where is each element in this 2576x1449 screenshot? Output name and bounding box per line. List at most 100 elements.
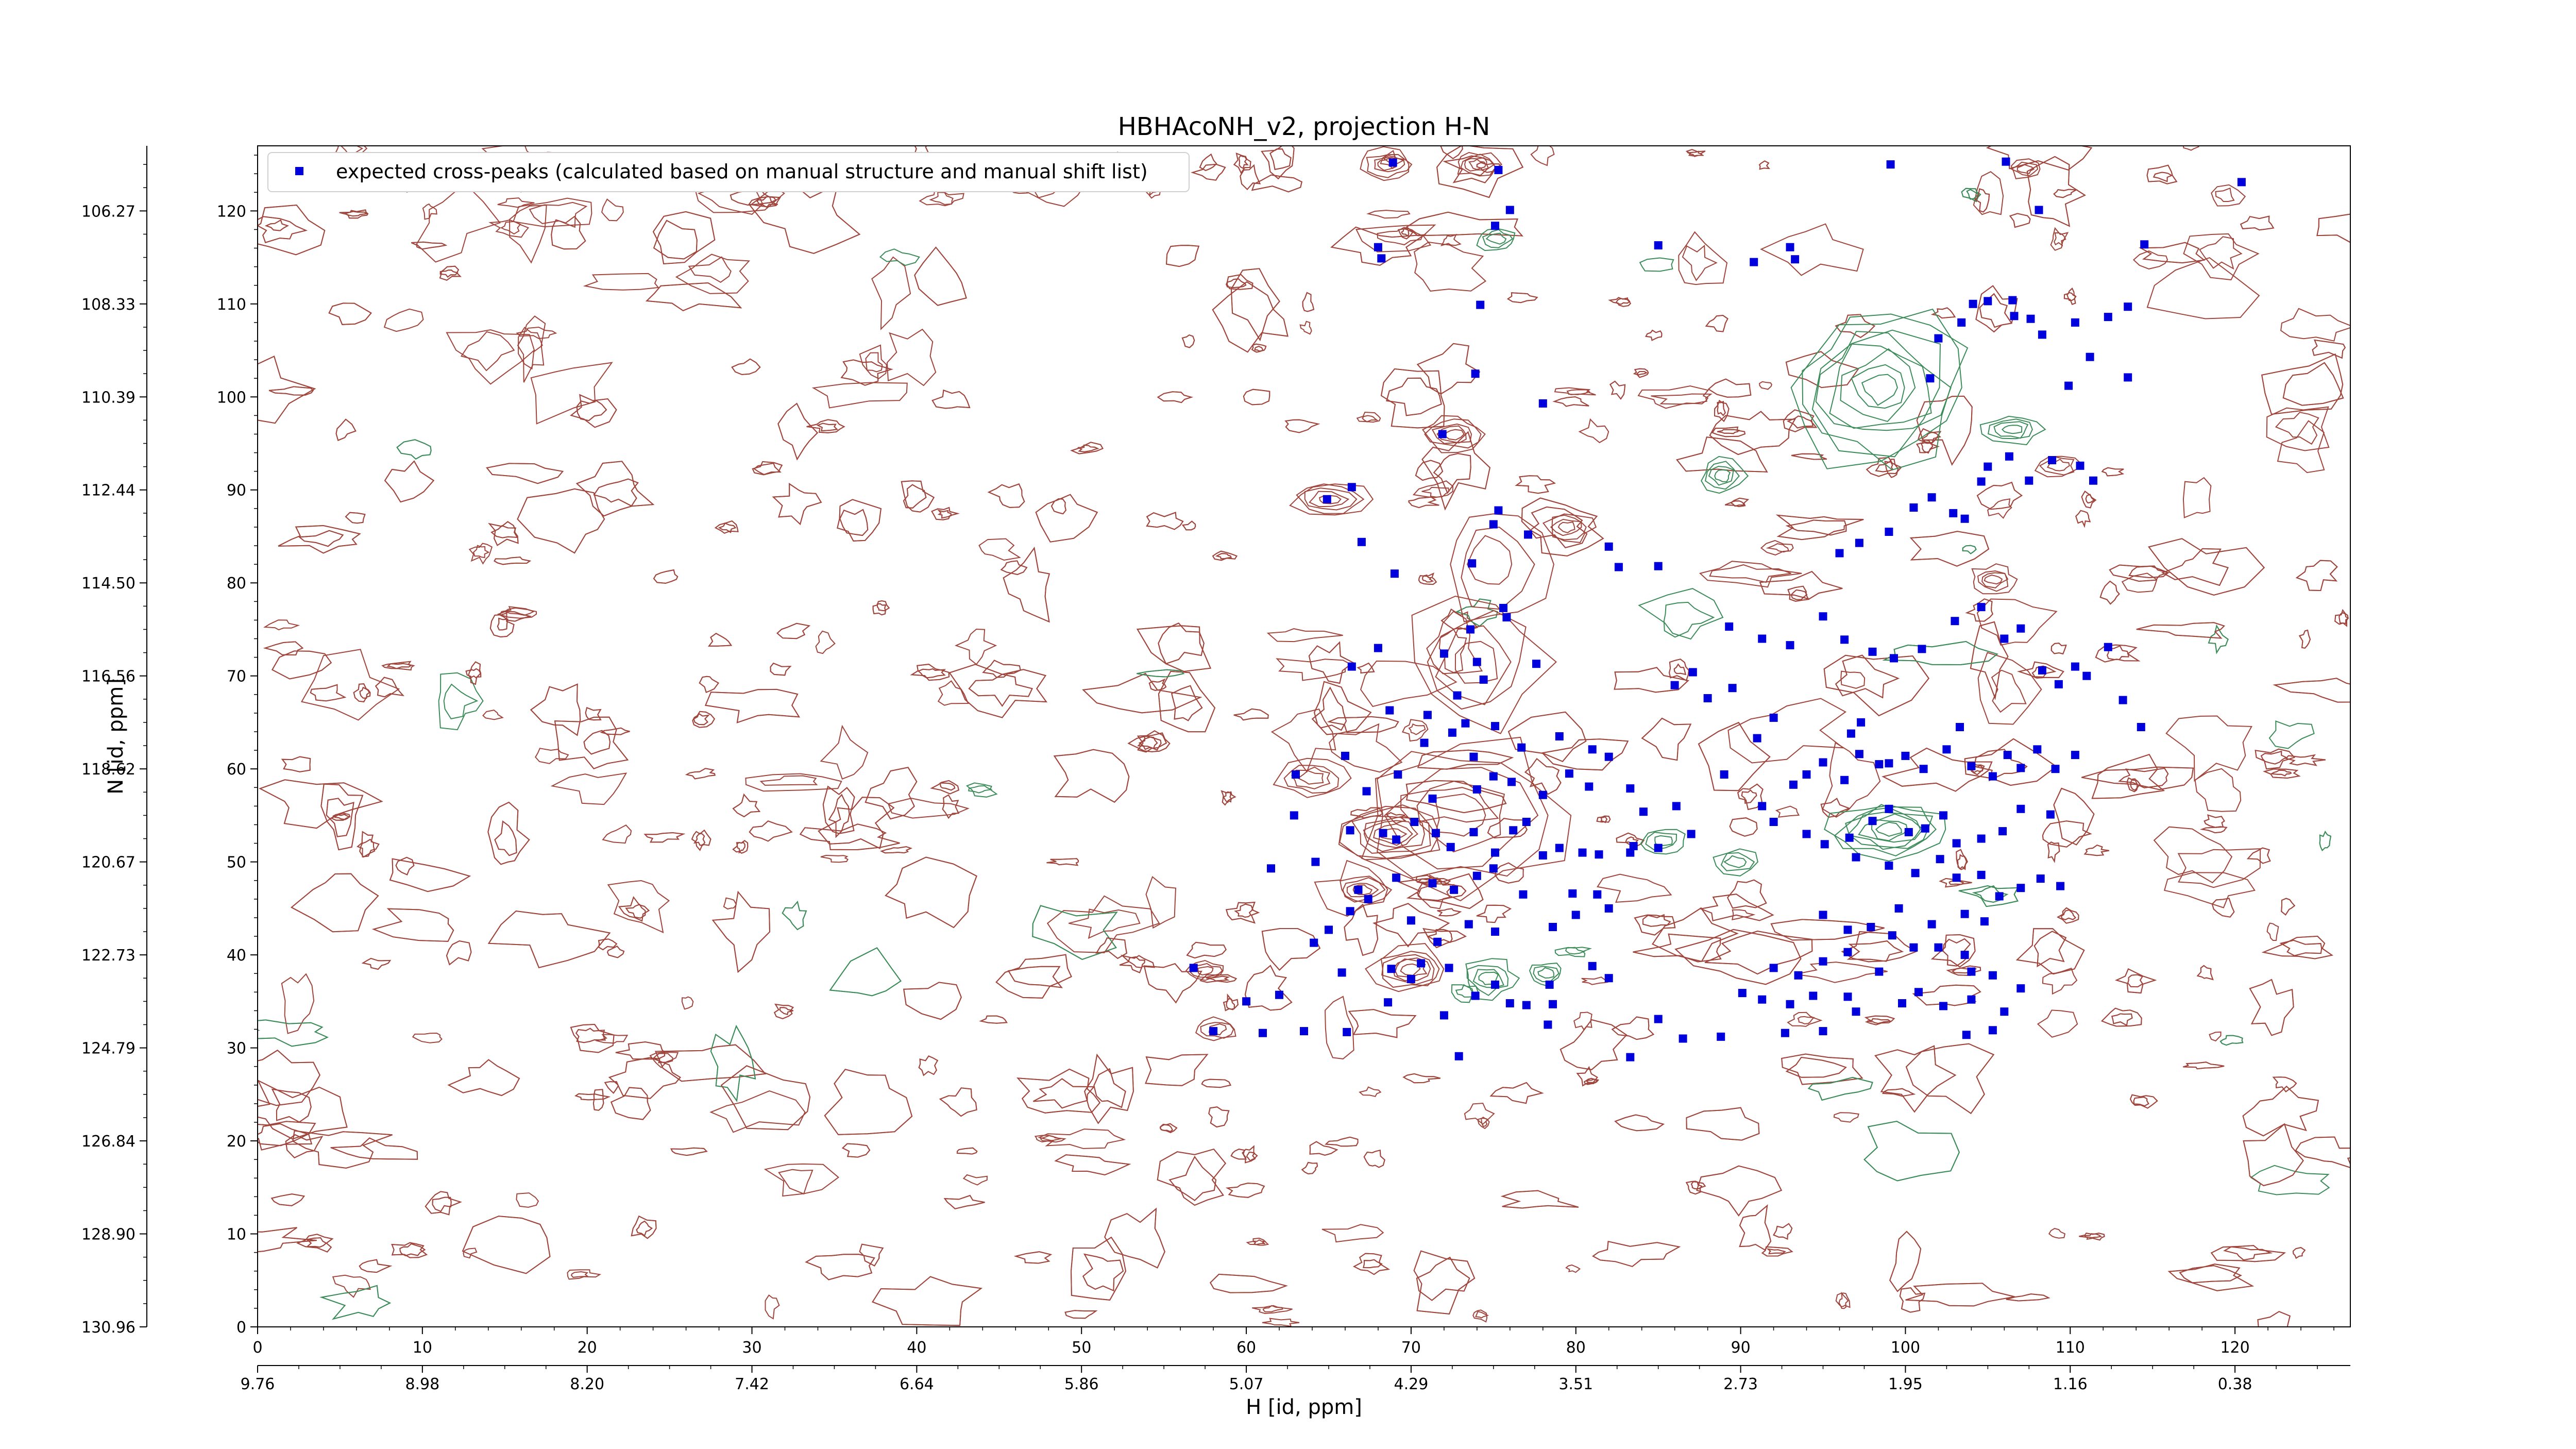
contour-line <box>1957 854 1968 870</box>
cross-peak-point <box>2025 476 2033 485</box>
cross-peak-point <box>2000 1007 2009 1016</box>
contour-line <box>670 1147 708 1156</box>
contour-line <box>646 282 742 312</box>
contour-line <box>258 356 316 424</box>
cross-peak-point <box>1189 964 1198 972</box>
cross-peak-point <box>1980 917 1989 926</box>
contour-line <box>517 488 605 554</box>
contour-line <box>987 483 1025 508</box>
contour-line <box>1416 343 1481 395</box>
cross-peak-point <box>1505 206 1514 214</box>
cross-peak-point <box>1843 992 1852 1001</box>
contour-line <box>2215 187 2235 202</box>
cross-peak-point <box>1984 462 1992 471</box>
cross-peak-point <box>1956 723 1964 731</box>
cross-peak-point <box>1479 675 1488 684</box>
contour-line <box>2129 1094 2158 1109</box>
contour-line <box>1270 709 1336 773</box>
contour-line <box>1365 942 1445 992</box>
contour-line <box>1714 469 1731 482</box>
contour-line <box>345 512 366 524</box>
contour-line <box>723 897 737 910</box>
contour-line <box>258 1019 329 1047</box>
cross-peak-point <box>2046 810 2055 819</box>
cross-peak-point <box>1820 840 1829 849</box>
contour-line <box>291 873 379 933</box>
contour-line <box>1976 598 2058 646</box>
contour-line <box>462 1216 551 1274</box>
cross-peak-point <box>2016 804 2025 813</box>
contour-line <box>512 197 592 228</box>
contour-line <box>2223 1246 2273 1261</box>
contour-line <box>486 463 564 484</box>
contour-line <box>2242 1085 2319 1137</box>
y-tick-label: 70 <box>227 668 246 686</box>
cross-peak-point <box>1491 222 1499 230</box>
contour-line <box>699 676 719 693</box>
cross-peak-point <box>2071 751 2079 760</box>
contour-line <box>820 854 849 863</box>
contour-line <box>482 710 504 720</box>
y-tick-label: 60 <box>227 761 246 779</box>
contour-line <box>1168 1156 1217 1201</box>
contour-line <box>914 246 967 306</box>
contour-line <box>332 1274 371 1298</box>
contour-line <box>918 1055 939 1076</box>
contour-line <box>1542 513 1597 543</box>
contour-line <box>1246 1151 1256 1162</box>
cross-peak-point <box>1914 988 1923 997</box>
cross-peak-point <box>1491 848 1499 857</box>
contour-line <box>263 641 304 656</box>
contour-line <box>487 801 530 865</box>
contour-line <box>1686 150 1704 157</box>
cross-peak-point <box>1406 916 1415 925</box>
contour-line <box>1566 389 1591 395</box>
cross-peak-point <box>1934 943 1943 952</box>
contour-line <box>1465 958 1520 1001</box>
contour-line <box>1261 928 1321 971</box>
contour-line <box>937 680 969 706</box>
h-ppm-tick-label: 7.42 <box>735 1375 769 1393</box>
contour-line <box>1050 498 1066 515</box>
contour-line <box>1311 686 1347 731</box>
contour-line <box>1273 757 1352 798</box>
contour-line <box>2282 362 2344 406</box>
contour-line <box>2042 967 2078 995</box>
contour-line <box>962 1174 988 1186</box>
cross-peak-point <box>1687 830 1696 838</box>
contour-line <box>1157 1148 1226 1206</box>
contour-line <box>2153 826 2233 884</box>
contour-line <box>608 1057 682 1099</box>
cross-peak-point <box>1469 828 1478 836</box>
contour-line <box>412 1032 443 1043</box>
contour-line <box>1987 498 2012 519</box>
contour-line <box>1314 860 1388 917</box>
contour-line <box>1318 495 1342 504</box>
contour-line <box>529 201 588 228</box>
contour-line <box>1145 1054 1209 1086</box>
contour-line <box>636 1220 653 1237</box>
contour-line <box>1642 914 1671 927</box>
contour-line <box>1720 852 1755 871</box>
contour-line <box>839 509 869 536</box>
cross-peak-point <box>1374 644 1382 652</box>
cross-peak-point <box>1952 839 1961 848</box>
n-ppm-tick-label: 122.73 <box>81 947 135 965</box>
h-ppm-tick-label: 1.95 <box>1888 1375 1923 1393</box>
contour-line <box>1373 823 1413 846</box>
cross-peak-point <box>1428 879 1437 888</box>
contour-line <box>381 661 415 671</box>
cross-peak-point <box>1489 772 1498 781</box>
contour-line <box>1424 418 1482 449</box>
contour-line <box>488 521 519 546</box>
contour-line <box>1515 475 1556 494</box>
cross-peak-point <box>1890 654 1898 663</box>
cross-peak-point <box>1568 889 1577 898</box>
cross-peak-point <box>1476 300 1485 309</box>
contour-line <box>285 1134 324 1159</box>
contour-line <box>1165 245 1200 267</box>
contour-line <box>1698 721 1771 791</box>
cross-peak-point <box>1466 625 1475 634</box>
cross-peak-point <box>1384 998 1393 1007</box>
contour-line <box>1482 229 1514 248</box>
